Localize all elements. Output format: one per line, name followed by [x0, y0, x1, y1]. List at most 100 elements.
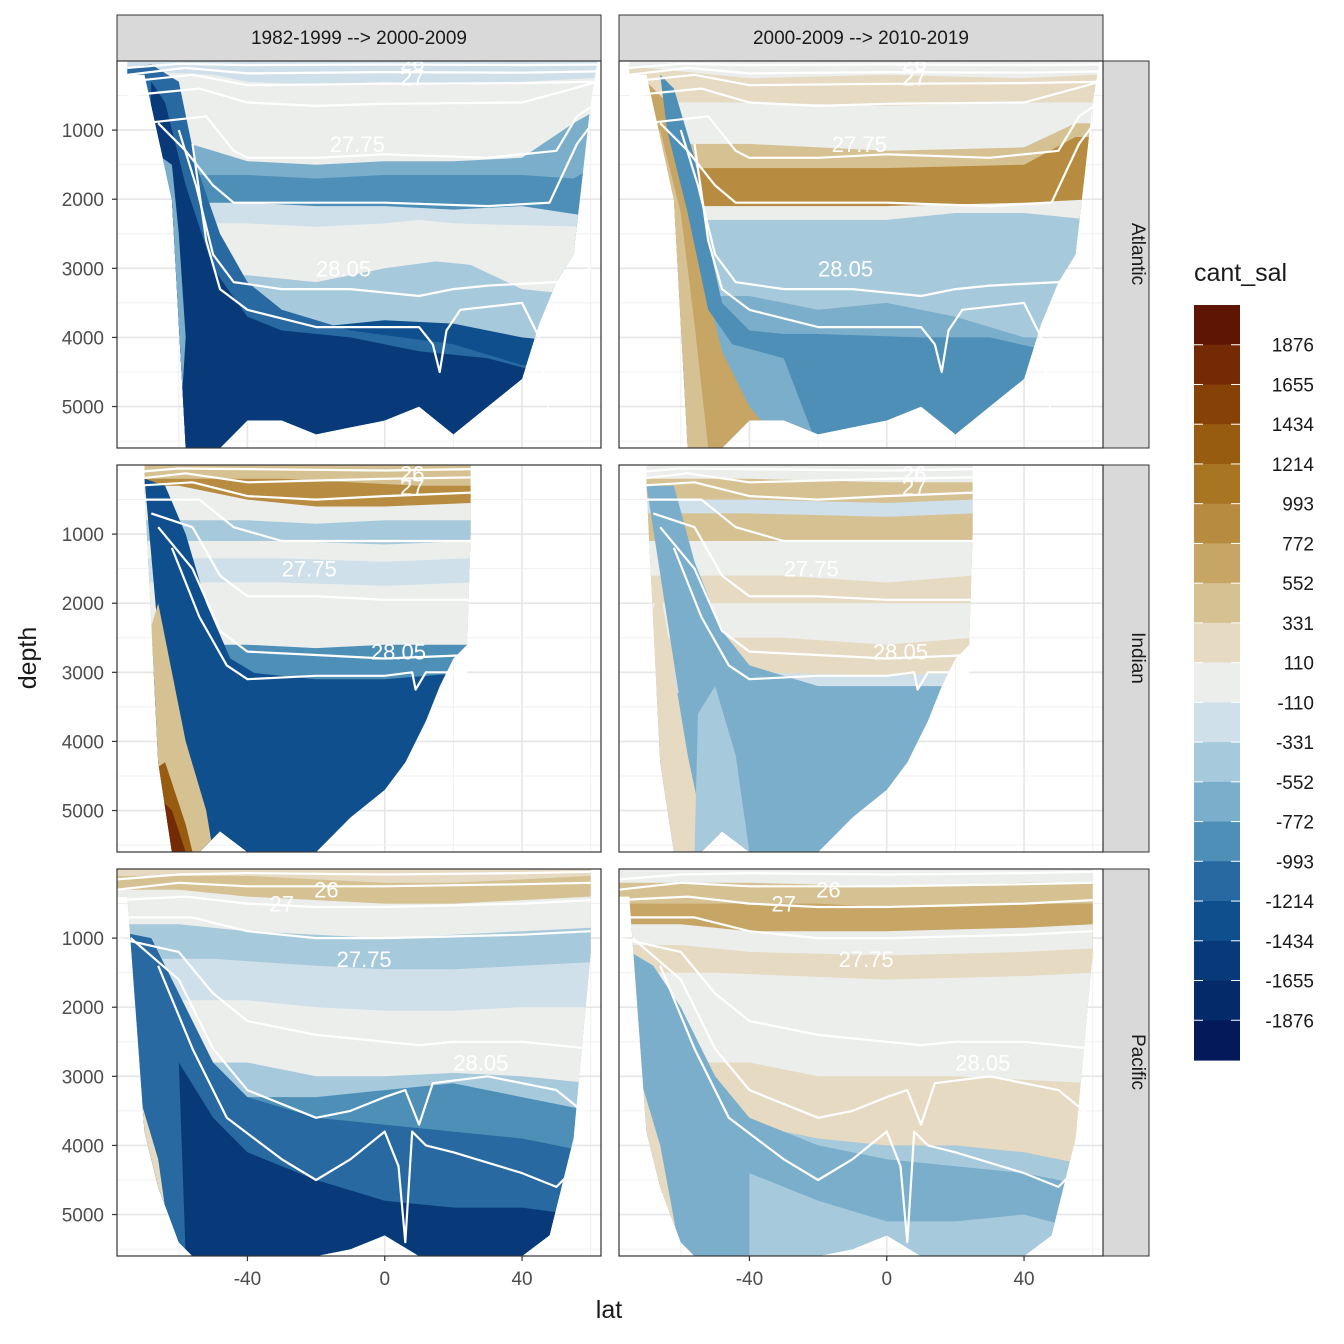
- y-tick-label: 2000: [62, 998, 104, 1019]
- legend-swatch: [1194, 940, 1240, 982]
- isopycnal-line: [117, 881, 591, 891]
- legend-label: 1876: [1272, 336, 1314, 357]
- legend-title: cant_sal: [1194, 259, 1287, 287]
- legend-label: -772: [1276, 813, 1314, 834]
- facet-row-label-pacific: Pacific: [1127, 1034, 1148, 1090]
- isopycnal-label: 26: [314, 878, 338, 903]
- isopycnal-line: [646, 498, 973, 543]
- isopycnal-label: 28.05: [818, 256, 873, 281]
- facet-row-label-indian: Indian: [1127, 632, 1148, 684]
- legend-swatch: [1194, 702, 1240, 743]
- isopycnal-line: [659, 965, 1080, 1244]
- facet-row-label-atlantic: Atlantic: [1127, 223, 1148, 285]
- isopycnal-line: [137, 472, 471, 484]
- isopycnal-line: [652, 512, 973, 601]
- legend-label: -993: [1276, 852, 1314, 873]
- legend-swatch: [1194, 662, 1240, 703]
- isopycnal-line: [619, 916, 1093, 940]
- x-tick-label: 0: [881, 1269, 892, 1290]
- legend-label: -110: [1277, 693, 1314, 714]
- isopycnal-line: [639, 481, 973, 501]
- legend-swatch: [1194, 821, 1240, 862]
- isopycnal-line: [144, 498, 471, 543]
- isopycnal-line: [117, 870, 591, 881]
- legend-swatch: [1194, 901, 1240, 942]
- fill-band: [660, 74, 1100, 448]
- y-tick-label: 1000: [62, 525, 104, 546]
- y-tick-label: 4000: [62, 732, 104, 753]
- fill-band: [649, 589, 709, 852]
- isopycnal-label: 27.75: [784, 557, 839, 582]
- legend-label: 1655: [1272, 375, 1314, 396]
- y-tick-label: 3000: [62, 1067, 104, 1088]
- legend-label: 110: [1284, 654, 1314, 675]
- isopycnal-label: 27: [270, 892, 294, 917]
- legend-label: -1655: [1265, 972, 1314, 993]
- legend-swatch: [1194, 781, 1240, 823]
- legend-swatch: [1194, 424, 1240, 465]
- y-tick-label: 1000: [62, 929, 104, 950]
- legend-label: 1434: [1272, 415, 1315, 436]
- legend-swatch: [1194, 980, 1240, 1021]
- fill-band: [694, 686, 750, 852]
- isopycnal-line: [619, 870, 1093, 881]
- isopycnal-line: [177, 129, 592, 298]
- x-tick-label: -40: [234, 1269, 261, 1290]
- isopycnal-label: 27: [400, 66, 424, 91]
- isopycnal-line: [679, 129, 1094, 298]
- isopycnal-label: 27: [772, 892, 796, 917]
- legend-label: 772: [1282, 534, 1314, 555]
- legend-swatch: [1194, 543, 1240, 584]
- isopycnal-label: 26: [902, 461, 926, 486]
- isopycnal-line: [646, 101, 1101, 159]
- isopycnal-label: 27.75: [839, 947, 894, 972]
- isopycnal-label: 26: [400, 461, 424, 486]
- legend-swatch: [1194, 344, 1240, 386]
- isopycnal-line: [127, 62, 598, 69]
- isopycnal-label: 26: [902, 50, 926, 75]
- facet-column-label-2: 2000-2009 --> 2010-2019: [753, 28, 969, 49]
- isopycnal-label: 28.05: [873, 640, 928, 665]
- isopycnal-label: 27: [400, 475, 424, 500]
- facet-row-strip-indian: Indian: [1102, 464, 1150, 853]
- isopycnal-label: 28.05: [371, 640, 426, 665]
- legend-swatch: [1194, 742, 1240, 783]
- fill-band: [144, 81, 540, 448]
- isopycnal-line: [157, 115, 599, 208]
- isopycnal-line: [629, 66, 1100, 76]
- legend-swatch: [1194, 861, 1240, 902]
- isopycnal-line: [639, 472, 973, 484]
- isopycnal-line: [672, 547, 970, 691]
- isopycnal-label: 27.75: [330, 132, 385, 157]
- isopycnal-line: [170, 547, 468, 691]
- legend-label: -1876: [1265, 1011, 1314, 1032]
- isopycnal-line: [117, 916, 591, 940]
- y-tick-label: 3000: [62, 259, 104, 280]
- isopycnal-line: [137, 467, 471, 473]
- isopycnal-label: 27.75: [337, 947, 392, 972]
- legend-label: 552: [1282, 574, 1314, 595]
- legend-label: 331: [1282, 614, 1314, 635]
- legend-label: 1214: [1272, 455, 1315, 476]
- y-tick-label: 5000: [62, 802, 104, 823]
- isopycnal-line: [659, 526, 973, 660]
- isopycnal-line: [631, 937, 1094, 1126]
- y-tick-label: 3000: [62, 663, 104, 684]
- y-tick-label: 2000: [62, 594, 104, 615]
- y-tick-label: 5000: [62, 1206, 104, 1227]
- isopycnal-line: [117, 895, 591, 909]
- legend-swatch: [1194, 503, 1240, 545]
- x-tick-label: -40: [736, 1269, 763, 1290]
- fill-band: [749, 1173, 1076, 1256]
- isopycnal-line: [639, 467, 973, 473]
- section-fill: [619, 869, 1093, 1256]
- isopycnal-label: 27: [902, 66, 926, 91]
